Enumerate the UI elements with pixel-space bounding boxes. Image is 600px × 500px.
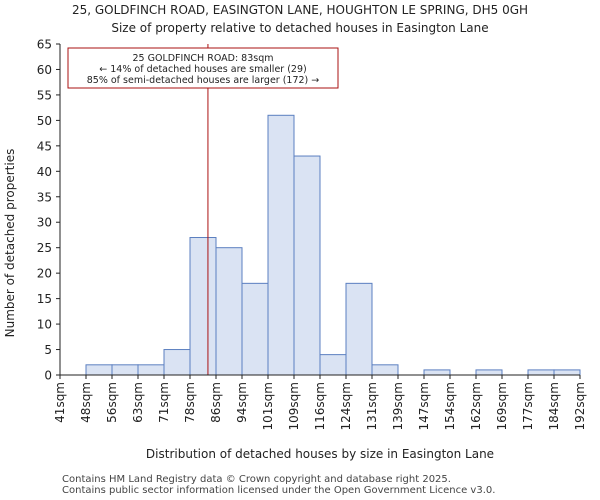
annotation-line-1: 25 GOLDFINCH ROAD: 83sqm (133, 53, 274, 64)
y-tick-label: 45 (37, 139, 52, 153)
x-tick-label: 139sqm (391, 382, 405, 430)
x-tick-label: 124sqm (339, 382, 353, 430)
x-tick-label: 94sqm (235, 382, 249, 423)
x-tick-label: 48sqm (79, 382, 93, 423)
x-tick-label: 192sqm (573, 382, 587, 430)
annotation-border (67, 47, 339, 89)
x-tick-label: 184sqm (547, 382, 561, 430)
bar-48sqm (85, 364, 113, 376)
y-tick-label: 0 (44, 369, 52, 383)
bar-56sqm (111, 364, 139, 376)
y-tick-label: 50 (37, 114, 52, 128)
bar-71sqm (163, 349, 191, 376)
x-tick-label: 109sqm (287, 382, 301, 430)
x-tick-label: 116sqm (313, 382, 327, 430)
y-tick-label: 20 (37, 267, 52, 281)
y-tick-label: 35 (37, 190, 52, 204)
y-tick-label: 10 (37, 318, 52, 332)
bar-131sqm (371, 364, 399, 376)
x-tick-label: 131sqm (365, 382, 379, 430)
footer-copyright: Contains HM Land Registry data © Crown c… (62, 474, 451, 485)
bar-63sqm (137, 364, 165, 376)
annotation-line-2: ← 14% of detached houses are smaller (29… (99, 64, 306, 75)
footer-licence: Contains public sector information licen… (62, 485, 496, 496)
x-tick-label: 169sqm (495, 382, 509, 430)
bar-78sqm (189, 237, 217, 376)
y-tick-label: 15 (37, 292, 52, 306)
x-tick-label: 177sqm (521, 382, 535, 430)
x-tick-label: 154sqm (443, 382, 457, 430)
y-tick-label: 5 (44, 343, 52, 357)
y-tick-label: 30 (37, 216, 52, 230)
x-tick-label: 56sqm (105, 382, 119, 423)
bar-86sqm (215, 247, 243, 376)
bar-94sqm (241, 282, 269, 376)
bar-162sqm (475, 369, 503, 376)
x-axis-label: Distribution of detached houses by size … (146, 447, 494, 461)
x-tick-label: 147sqm (417, 382, 431, 430)
y-tick-label: 60 (37, 63, 52, 77)
x-tick-label: 162sqm (469, 382, 483, 430)
x-tick-label: 101sqm (261, 382, 275, 430)
bar-184sqm (553, 369, 581, 376)
y-tick-label: 40 (37, 165, 52, 179)
y-tick-label: 55 (37, 88, 52, 102)
bar-177sqm (527, 369, 555, 376)
bar-116sqm (319, 354, 347, 376)
y-tick-label: 65 (37, 38, 52, 52)
y-tick-label: 25 (37, 241, 52, 255)
annotation-line-3: 85% of semi-detached houses are larger (… (87, 75, 320, 86)
x-tick-label: 63sqm (131, 382, 145, 423)
y-axis-label: Number of detached properties (3, 149, 17, 338)
bar-124sqm (345, 282, 373, 376)
chart-subtitle: Size of property relative to detached ho… (111, 21, 488, 35)
annotation-box: 25 GOLDFINCH ROAD: 83sqm ← 14% of detach… (67, 47, 339, 89)
bar-109sqm (293, 155, 321, 376)
x-tick-label: 71sqm (157, 382, 171, 423)
x-tick-label: 41sqm (53, 382, 67, 423)
bar-147sqm (423, 369, 451, 376)
x-tick-label: 78sqm (183, 382, 197, 423)
y-axis: 0 5 10 15 20 25 30 35 40 45 50 55 60 65 (37, 38, 60, 383)
bars-layer (85, 114, 581, 376)
x-tick-label: 86sqm (209, 382, 223, 423)
x-axis: 41sqm 48sqm 56sqm 63sqm 71sqm 78sqm 86sqm 94sqm… (53, 375, 587, 430)
chart-title: 25, GOLDFINCH ROAD, EASINGTON LANE, HOUG… (72, 3, 528, 17)
bar-101sqm (267, 114, 295, 376)
